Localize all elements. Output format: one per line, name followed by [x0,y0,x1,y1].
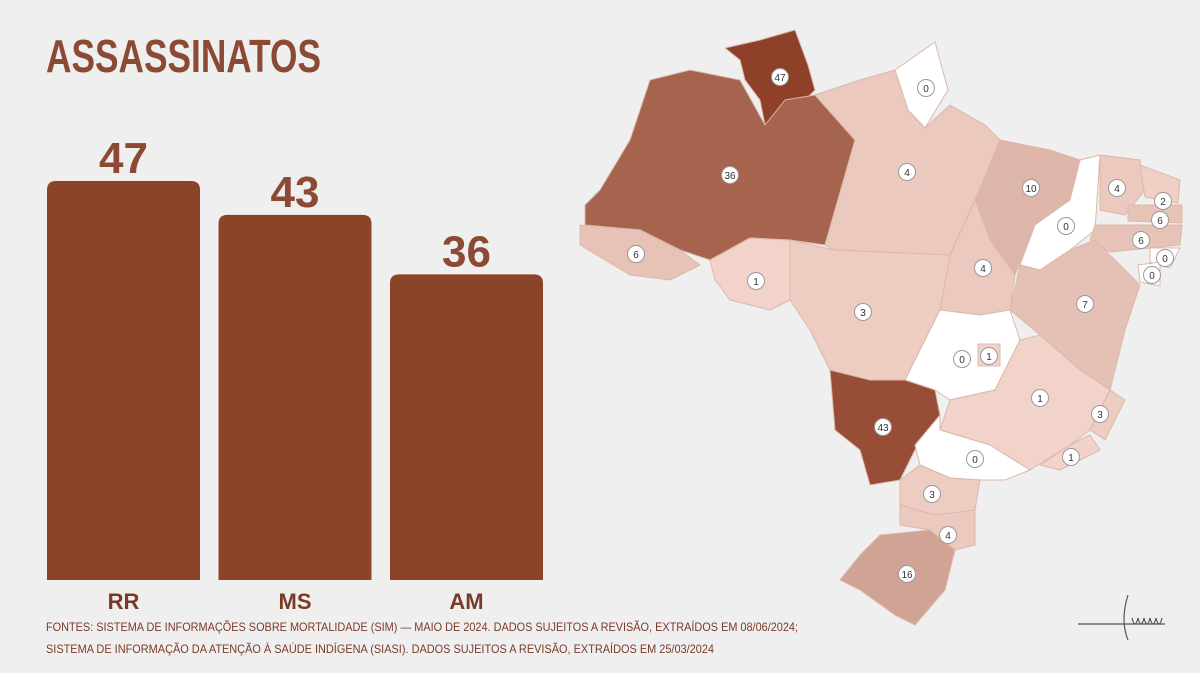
state-value: 4 [904,168,910,179]
state-marker [966,450,984,468]
state-value: 6 [1138,236,1144,247]
bar [218,214,372,580]
state-marker [1062,448,1080,466]
state-value: 0 [972,455,978,466]
state-value: 2 [1160,197,1166,208]
state-value: 3 [929,490,935,501]
state-marker [721,166,739,184]
state-marker [1076,295,1094,313]
source-line: FONTES: SISTEMA DE INFORMAÇÕES SOBRE MOR… [46,619,798,634]
state [939,334,1111,471]
state-value: 0 [959,355,965,366]
state-value: 10 [1025,184,1037,195]
state-marker [939,526,957,544]
state [1009,239,1141,391]
state-marker [898,565,916,583]
state-marker [1031,389,1049,407]
state-marker [1022,179,1040,197]
state-value: 7 [1082,300,1088,311]
state-value: 4 [980,264,986,275]
state-marker [898,163,916,181]
state [1139,164,1181,204]
state-value: 0 [1162,254,1168,265]
state-value: 1 [1037,394,1043,405]
state-marker [747,272,765,290]
state-value: 36 [724,171,736,182]
state-marker [1091,405,1109,423]
state-marker [874,418,892,436]
state [709,237,791,311]
state-marker [917,79,935,97]
state-value: 0 [1149,271,1155,282]
state-value: 4 [1114,184,1120,195]
state-value: 1 [1068,453,1074,464]
bar [47,180,200,580]
state-marker [1057,217,1075,235]
state-marker [1143,266,1161,284]
state-value: 6 [1157,216,1163,227]
bar [390,274,543,580]
chart-title: ASSASSINATOS [46,30,321,82]
state [839,529,956,626]
category-label: RR [108,589,140,614]
state-marker [1154,192,1172,210]
state-value: 1 [753,277,759,288]
state-marker [1108,179,1126,197]
state-marker [627,245,645,263]
state-marker [953,350,971,368]
state-marker [974,259,992,277]
category-label: AM [449,589,483,614]
state-value: 6 [633,250,639,261]
state-value: 4 [945,531,951,542]
state-value: 0 [923,84,929,95]
value-label: 47 [99,134,148,183]
state-marker [923,485,941,503]
state-marker [980,347,998,365]
state-marker [771,68,789,86]
state-value: 16 [901,570,913,581]
state-value: 47 [774,73,786,84]
state-marker [1151,211,1169,229]
logo [1078,594,1165,641]
category-label: MS [279,589,312,614]
source-line: SISTEMA DE INFORMAÇÃO DA ATENÇÃO À SAÚDE… [46,641,714,656]
value-label: 43 [271,168,320,217]
state-marker [854,303,872,321]
state-value: 0 [1063,222,1069,233]
value-label: 36 [442,227,491,276]
state-value: 1 [986,352,992,363]
state [899,504,976,551]
state-value: 3 [860,308,866,319]
state [814,69,1001,256]
state-marker [1132,231,1150,249]
state-value: 3 [1097,410,1103,421]
state [914,414,1031,481]
state-value: 43 [877,423,889,434]
state-marker [1156,249,1174,267]
